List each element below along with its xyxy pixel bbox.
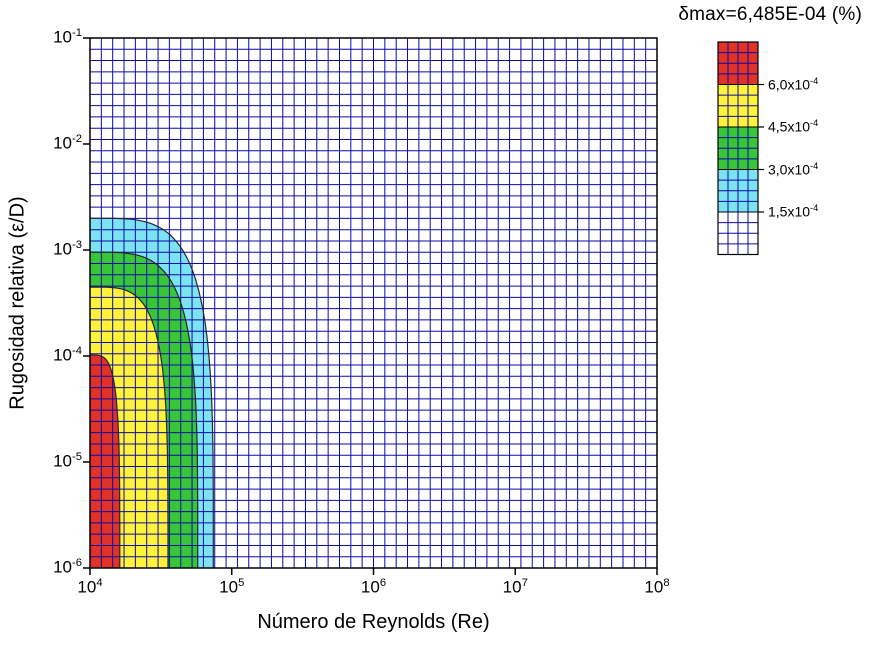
colorbar-tick-label: 3,0x10-4 (768, 160, 819, 178)
x-tick-label: 104 (77, 577, 103, 597)
x-tick-label: 108 (644, 577, 670, 597)
colorbar (717, 41, 764, 256)
x-tick-label: 106 (360, 577, 387, 597)
y-axis-label: Rugosidad relativa (ε/D) (6, 196, 29, 410)
x-axis-label: Número de Reynolds (Re) (257, 611, 490, 633)
y-tick-label: 10-4 (53, 345, 82, 365)
y-tick-label: 10-3 (53, 239, 82, 259)
x-tick-label: 107 (502, 577, 528, 597)
y-tick-label: 10-1 (53, 27, 82, 47)
colorbar-tick-label: 1,5x10-4 (768, 203, 819, 220)
x-tick-label: 105 (219, 577, 245, 597)
y-tick-label: 10-5 (53, 451, 82, 471)
colorbar-tick-label: 6,0x10-4 (768, 75, 819, 93)
y-tick-label: 10-6 (53, 557, 82, 577)
contour-lines (89, 217, 214, 568)
axis-frame (83, 37, 658, 575)
chart-title: δmax=6,485E-04 (%) (678, 4, 862, 25)
y-tick-label: 10-2 (53, 133, 82, 153)
colorbar-tick-label: 4,5x10-4 (768, 118, 819, 135)
